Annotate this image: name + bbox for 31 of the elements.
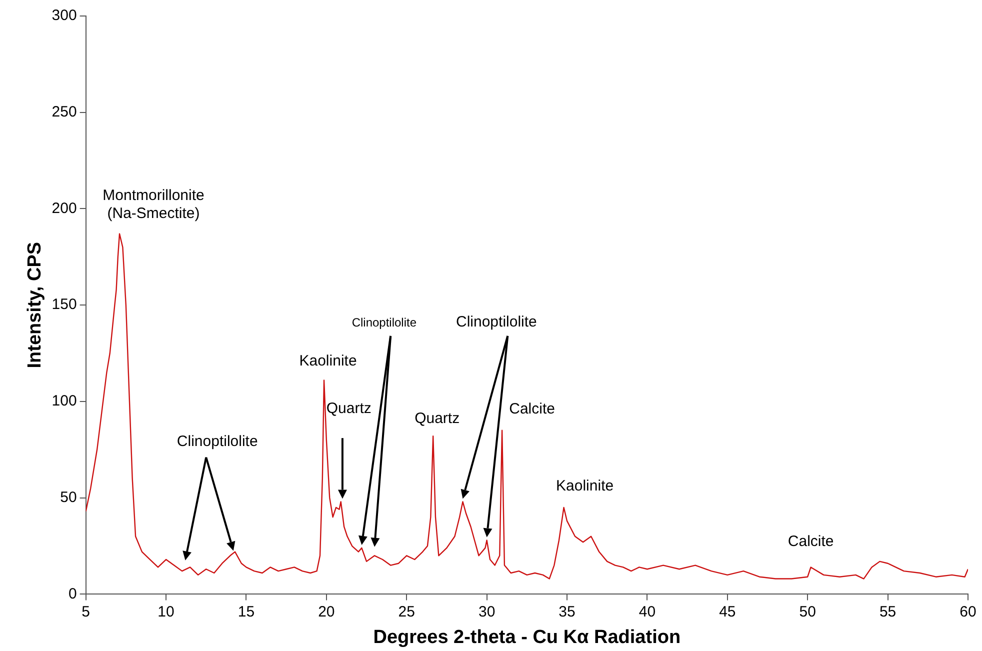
annotation: Calcite <box>788 533 834 550</box>
x-tick-label: 15 <box>238 603 255 620</box>
x-tick-label: 5 <box>82 603 90 620</box>
x-tick-label: 30 <box>478 603 496 620</box>
annotation: Calcite <box>509 400 555 418</box>
x-tick-label: 45 <box>719 603 736 620</box>
y-tick-label: 100 <box>52 392 77 410</box>
y-tick-label: 250 <box>52 104 77 121</box>
annotation: Kaolinite <box>556 477 614 494</box>
y-tick-label: 50 <box>60 488 77 506</box>
x-tick-label: 60 <box>960 603 976 620</box>
x-tick-label: 20 <box>318 603 335 620</box>
y-tick-label: 300 <box>52 7 77 24</box>
annotation: Montmorillonite (Na-Smectite) <box>102 186 204 222</box>
y-tick-label: 150 <box>52 296 77 314</box>
x-tick-label: 50 <box>799 603 816 620</box>
annotation: Clinoptilolite <box>352 315 417 330</box>
x-tick-label: 40 <box>638 603 656 620</box>
annotation: Kaolinite <box>299 352 357 370</box>
annotation: Clinoptilolite <box>176 432 258 450</box>
annotation: Clinoptilolite <box>456 313 537 330</box>
y-tick-label: 200 <box>52 200 77 217</box>
x-tick-label: 25 <box>398 603 415 620</box>
x-tick-label: 10 <box>158 603 174 620</box>
y-tick-label: 0 <box>68 585 77 602</box>
x-tick-label: 35 <box>558 603 576 620</box>
annotation: Quartz <box>326 400 372 418</box>
annotation: Quartz <box>414 410 460 428</box>
y-axis-title: Intensity, CPS <box>24 242 46 368</box>
x-axis-title: Degrees 2-theta - Cu Kα Radiation <box>373 626 681 648</box>
x-tick-label: 55 <box>879 603 896 620</box>
